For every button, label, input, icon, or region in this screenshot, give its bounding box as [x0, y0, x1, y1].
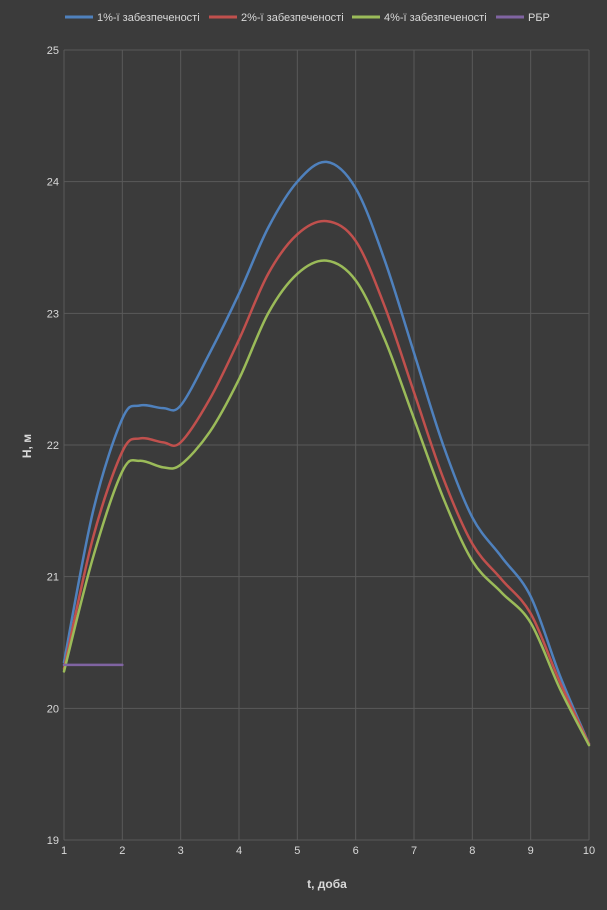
- y-tick-label: 23: [47, 308, 59, 320]
- y-tick-label: 24: [47, 177, 59, 189]
- x-tick-label: 6: [353, 845, 359, 857]
- y-tick-label: 21: [47, 572, 59, 584]
- y-tick-label: 22: [47, 440, 59, 452]
- y-axis-ticks: 19 20 21 22 23 24 25: [47, 45, 59, 847]
- x-tick-label: 4: [236, 845, 242, 857]
- x-axis-title: t, доба: [307, 877, 347, 891]
- series-lines: [62, 160, 591, 747]
- x-tick-label: 2: [119, 845, 125, 857]
- series-line-1pct: [62, 160, 591, 746]
- y-axis-title: H, м: [20, 434, 34, 458]
- legend-label-1pct: 1%-ї забезпеченості: [97, 12, 200, 24]
- series-line-2pct: [62, 219, 591, 746]
- y-tick-label: 25: [47, 45, 59, 57]
- legend-label-2pct: 2%-ї забезпеченості: [241, 12, 344, 24]
- legend-label-rbr: РБР: [528, 12, 550, 24]
- legend: 1%-ї забезпеченості 2%-ї забезпеченості …: [65, 12, 550, 24]
- x-tick-label: 3: [178, 845, 184, 857]
- legend-label-4pct: 4%-ї забезпеченості: [384, 12, 487, 24]
- y-tick-label: 19: [47, 835, 59, 847]
- x-axis-ticks: 1 2 3 4 5 6 7 8 9 10: [61, 845, 595, 857]
- x-tick-label: 5: [294, 845, 300, 857]
- y-tick-label: 20: [47, 703, 59, 715]
- x-tick-label: 7: [411, 845, 417, 857]
- x-tick-label: 9: [528, 845, 534, 857]
- x-tick-label: 1: [61, 845, 67, 857]
- gridlines: [63, 49, 590, 841]
- x-tick-label: 10: [583, 845, 595, 857]
- series-line-4pct: [62, 259, 591, 747]
- x-tick-label: 8: [469, 845, 475, 857]
